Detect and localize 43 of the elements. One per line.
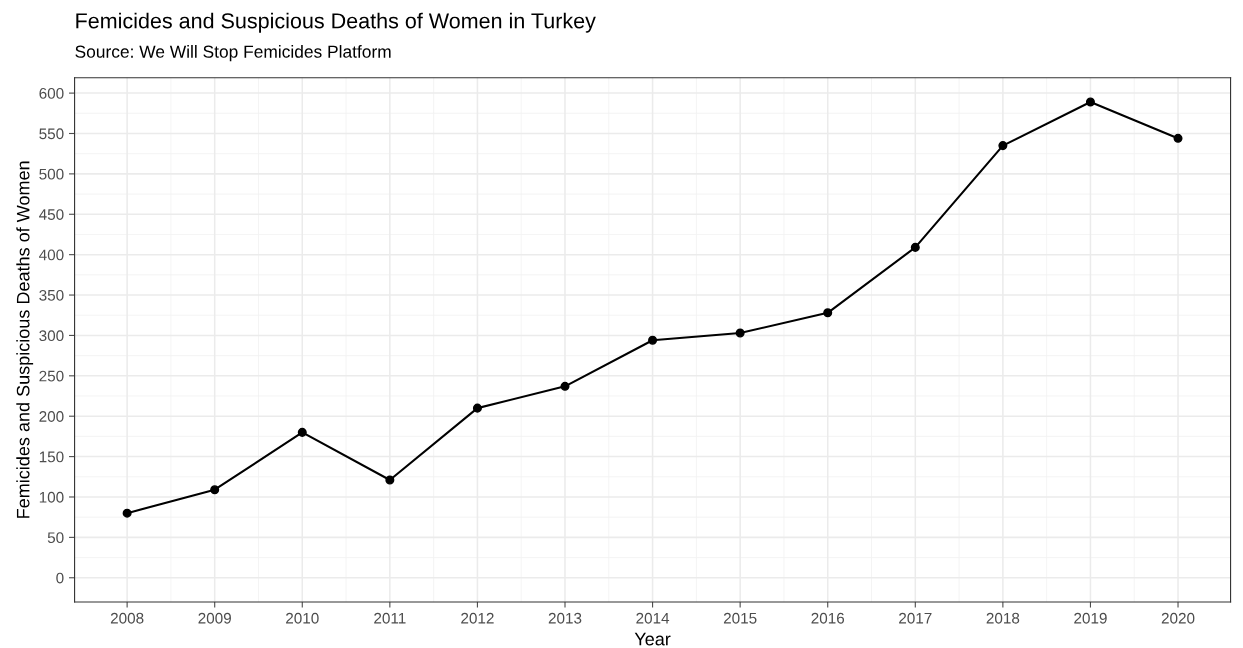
y-tick-label: 150 xyxy=(39,451,64,463)
x-tick-label: 2012 xyxy=(461,612,494,624)
x-tick-label: 2016 xyxy=(811,612,845,624)
x-tick-label: 2011 xyxy=(374,612,406,624)
x-tick-label: 2009 xyxy=(198,612,231,624)
y-axis-title: Femicides and Suspicious Deaths of Women xyxy=(16,161,34,518)
point xyxy=(122,508,132,518)
point xyxy=(1085,97,1095,107)
x-tick-label: 2013 xyxy=(548,612,582,624)
x-tick-label: 2010 xyxy=(286,612,319,624)
point xyxy=(210,485,220,495)
point xyxy=(735,328,745,338)
point xyxy=(823,308,833,318)
point xyxy=(648,335,658,345)
point xyxy=(910,242,920,252)
point xyxy=(1173,133,1183,143)
y-tick-label: 0 xyxy=(56,572,64,584)
y-tick-label: 350 xyxy=(39,289,64,301)
y-tick-label: 100 xyxy=(39,491,64,503)
y-tick-label: 300 xyxy=(39,330,64,342)
y-tick-label: 250 xyxy=(39,370,64,382)
x-tick-label: 2018 xyxy=(986,612,1020,624)
point xyxy=(297,427,307,437)
point xyxy=(998,141,1008,151)
x-tick-label: 2015 xyxy=(723,612,757,624)
x-tick-label: 2020 xyxy=(1161,612,1195,624)
point xyxy=(560,381,570,391)
point xyxy=(472,403,482,413)
x-tick-label: 2008 xyxy=(110,612,144,624)
x-tick-label: 2017 xyxy=(899,612,932,624)
y-tick-label: 500 xyxy=(39,168,64,180)
chart-title: Femicides and Suspicious Deaths of Women in Turkey xyxy=(76,12,596,33)
y-tick-label: 50 xyxy=(47,532,64,544)
y-tick-label: 400 xyxy=(39,249,64,261)
x-tick-label: 2019 xyxy=(1074,612,1107,624)
x-tick-label: 2014 xyxy=(636,612,670,624)
y-tick-label: 200 xyxy=(39,411,64,422)
y-tick-label: 450 xyxy=(39,209,64,220)
y-tick-label: 550 xyxy=(39,128,64,140)
chart-subtitle: Source: We Will Stop Femicides Platform xyxy=(75,45,391,62)
y-tick-label: 600 xyxy=(39,87,64,99)
x-axis-title: Year xyxy=(634,632,671,646)
point xyxy=(385,475,395,485)
